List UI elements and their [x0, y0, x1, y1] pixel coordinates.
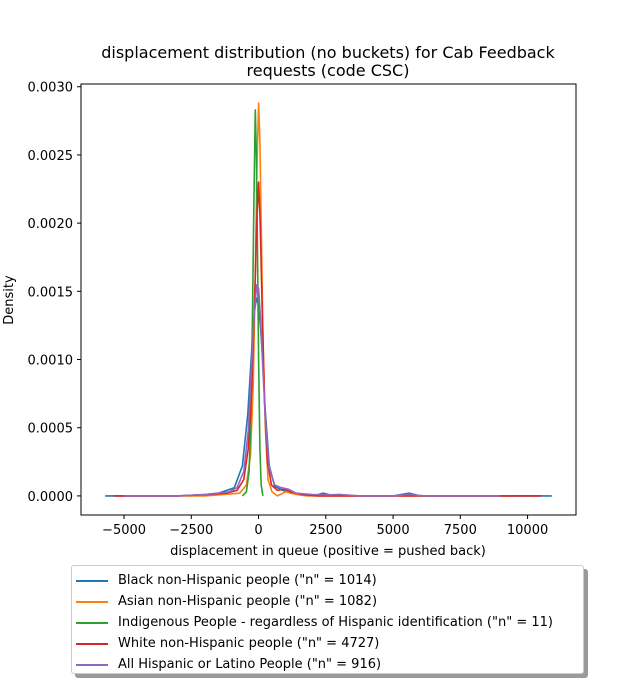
x-tick-label: 7500 [444, 523, 477, 538]
legend-item-2: Asian non-Hispanic people ("n" = 1082) [72, 591, 583, 612]
series-line-4 [113, 181, 541, 497]
y-tick-label: 0.0000 [28, 490, 74, 505]
legend: Black non-Hispanic people ("n" = 1014) As… [71, 565, 584, 674]
series-line-5 [124, 283, 501, 497]
x-tick-label: 10000 [507, 523, 548, 538]
legend-swatch [76, 600, 108, 603]
x-tick-label: −5000 [102, 523, 146, 538]
y-tick-label: 0.0005 [28, 422, 74, 437]
legend-label: Indigenous People - regardless of Hispan… [118, 615, 553, 630]
y-tick-label: 0.0010 [28, 354, 74, 369]
legend-label: Black non-Hispanic people ("n" = 1014) [118, 573, 377, 588]
x-tick-label: 5000 [377, 523, 410, 538]
series-line-1 [105, 297, 552, 497]
legend-item-4: White non-Hispanic people ("n" = 4727) [72, 633, 583, 654]
x-axis-label: displacement in queue (positive = pushed… [170, 544, 486, 559]
chart-title-line-1: displacement distribution (no buckets) f… [101, 43, 555, 62]
legend-swatch [76, 621, 108, 624]
legend-swatch [76, 663, 108, 666]
legend-item-1: Black non-Hispanic people ("n" = 1014) [72, 570, 583, 591]
y-axis-label: Density [2, 275, 17, 325]
y-tick-label: 0.0025 [28, 149, 74, 164]
y-tick-label: 0.0015 [28, 285, 74, 300]
legend-label: White non-Hispanic people ("n" = 4727) [118, 636, 380, 651]
y-tick-label: 0.0030 [28, 81, 74, 96]
legend-label: Asian non-Hispanic people ("n" = 1082) [118, 594, 378, 609]
legend-swatch [76, 579, 108, 582]
y-tick-label: 0.0020 [28, 217, 74, 232]
axes: −5000 −2500 0 2500 5000 7500 10000 0.0000 0.0005… [28, 81, 577, 538]
series-line-3 [241, 109, 264, 497]
x-tick-label: −2500 [169, 523, 213, 538]
legend-swatch [76, 642, 108, 645]
plot-frame [80, 83, 577, 516]
legend-item-5: All Hispanic or Latino People ("n" = 916… [72, 654, 583, 675]
x-tick-label: 0 [254, 523, 262, 538]
plot-area [105, 102, 552, 497]
legend-label: All Hispanic or Latino People ("n" = 916… [118, 657, 382, 672]
chart-title-line-2: requests (code CSC) [247, 61, 410, 80]
x-tick-label: 2500 [309, 523, 342, 538]
legend-item-3: Indigenous People - regardless of Hispan… [72, 612, 583, 633]
series-line-2 [118, 102, 515, 497]
